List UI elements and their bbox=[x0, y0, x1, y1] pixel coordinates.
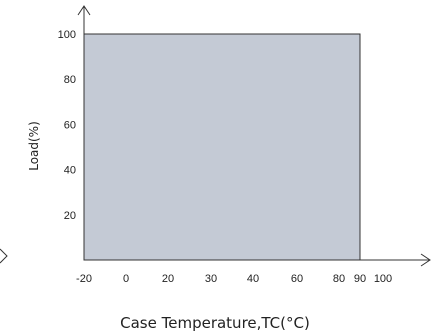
x-tick-label: 40 bbox=[247, 273, 259, 285]
y-tick-label: 60 bbox=[64, 119, 76, 131]
ticks-layer: 20 40 60 80 100 -20 0 20 30 40 60 80 90 100 bbox=[58, 29, 393, 285]
x-tick-label: 90 bbox=[354, 273, 366, 285]
y-axis-arrow bbox=[77, 5, 91, 16]
x-tick-label: 60 bbox=[291, 273, 303, 285]
plot-layer bbox=[83, 33, 361, 261]
x-axis-title: Case Temperature,TC(°C) bbox=[120, 314, 310, 332]
x-tick-label: 0 bbox=[123, 273, 129, 285]
x-axis-arrow bbox=[420, 253, 431, 267]
y-tick-label: 20 bbox=[64, 210, 76, 222]
axes-layer bbox=[0, 5, 431, 267]
y-axis-title: Load(%) bbox=[27, 121, 41, 171]
y-tick-label: 80 bbox=[64, 74, 76, 86]
y-tick-label: 40 bbox=[64, 165, 76, 177]
y-tick-label: 100 bbox=[58, 29, 76, 41]
operating-area bbox=[83, 33, 361, 261]
x-tick-label: 100 bbox=[374, 273, 392, 285]
x-tick-label: 80 bbox=[333, 273, 345, 285]
left-edge-arrow bbox=[0, 248, 8, 264]
x-tick-label: 30 bbox=[205, 273, 217, 285]
x-tick-label: 20 bbox=[162, 273, 174, 285]
x-tick-label: -20 bbox=[76, 273, 92, 285]
